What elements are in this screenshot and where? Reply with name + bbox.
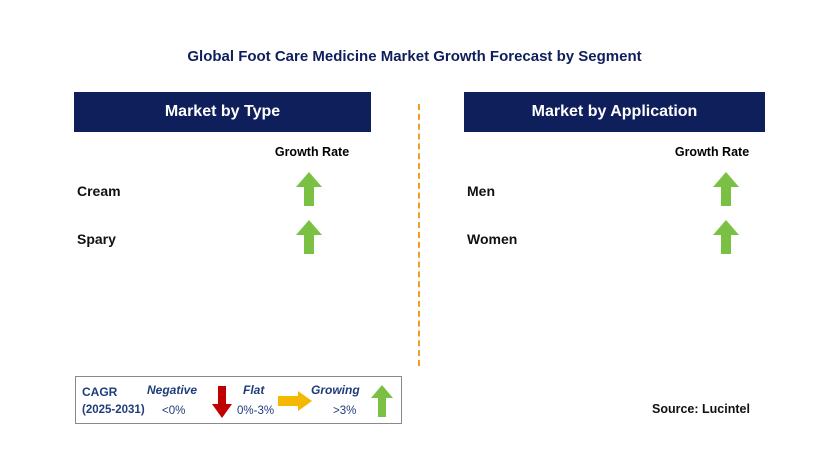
negative-arrow-icon: [212, 386, 232, 418]
growing-arrow-icon: [713, 220, 739, 254]
cagr-legend: CAGR (2025-2031) Negative <0% Flat 0%-3%…: [75, 376, 402, 424]
row-label-women: Women: [467, 231, 518, 247]
chart-title: Global Foot Care Medicine Market Growth …: [187, 48, 642, 65]
market-by-application-header: Market by Application: [464, 92, 765, 132]
row-label-men: Men: [467, 183, 495, 199]
right-growth-rate-header: Growth Rate: [674, 145, 750, 159]
growing-arrow-icon: [296, 220, 322, 254]
panel-divider: [418, 104, 420, 366]
flat-arrow-icon: [278, 391, 312, 411]
left-growth-rate-header: Growth Rate: [274, 145, 350, 159]
row-label-spary: Spary: [77, 231, 116, 247]
legend-flat-label: Flat: [243, 383, 265, 397]
source-note: Source: Lucintel: [652, 402, 750, 416]
legend-growing-label: Growing: [311, 383, 360, 397]
legend-period: (2025-2031): [82, 404, 145, 416]
legend-negative-range: <0%: [162, 405, 186, 417]
growing-arrow-icon: [296, 172, 322, 206]
legend-negative-label: Negative: [147, 383, 198, 397]
market-by-type-header: Market by Type: [74, 92, 371, 132]
growing-arrow-icon: [713, 172, 739, 206]
row-label-cream: Cream: [77, 183, 121, 199]
growing-arrow-icon: [371, 385, 393, 417]
legend-cagr-label: CAGR: [82, 385, 118, 399]
legend-growing-range: >3%: [333, 405, 357, 417]
legend-flat-range: 0%-3%: [237, 405, 275, 417]
